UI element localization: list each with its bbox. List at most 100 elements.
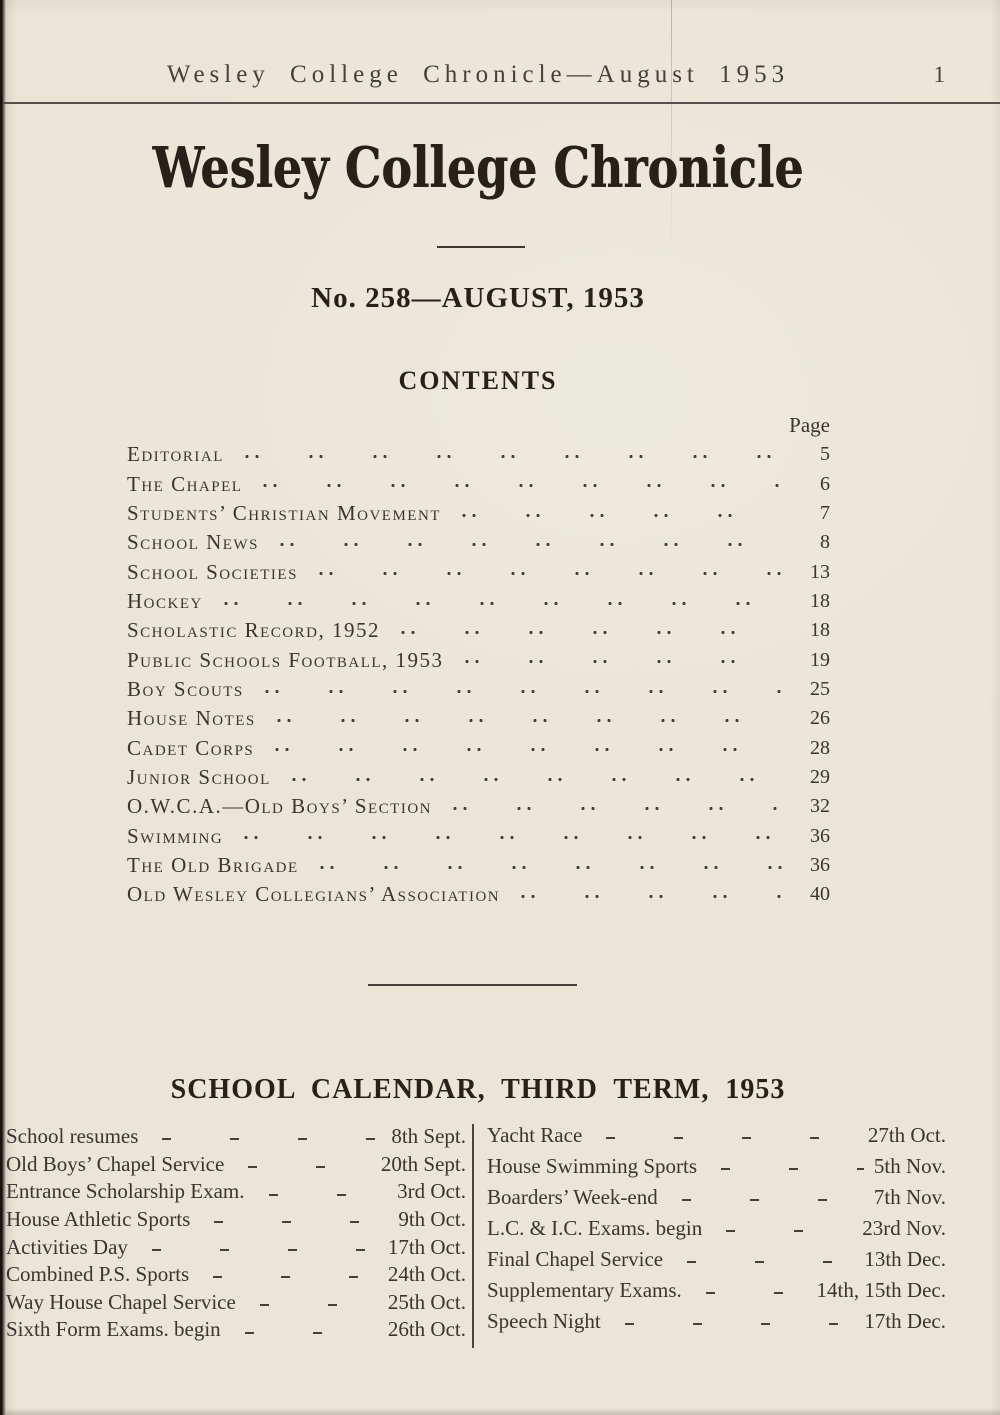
dash-leader	[707, 1151, 864, 1182]
calendar-row: Combined P.S. Sports 24th Oct.	[6, 1260, 466, 1289]
calendar-date: 7th Nov.	[873, 1185, 946, 1209]
dot-leader	[218, 586, 782, 617]
calendar-row: Way House Chapel Service 25th Oct.	[6, 1288, 466, 1317]
calendar-date: 14th, 15th Dec.	[816, 1278, 946, 1302]
calendar-event: School resumes	[6, 1124, 139, 1149]
calendar-date: 20th Sept.	[380, 1151, 466, 1176]
toc-entry-title: Junior School	[127, 764, 271, 789]
dot-leader	[459, 645, 782, 675]
dash-leader	[691, 1275, 807, 1306]
toc-entry-title: School News	[127, 530, 259, 555]
dash-leader	[148, 1123, 382, 1151]
dash-leader	[592, 1120, 858, 1151]
masthead-title: Wesley College Chronicle	[0, 126, 956, 224]
calendar-event: Old Boys’ Chapel Service	[6, 1151, 225, 1176]
calendar-column-divider	[472, 1124, 474, 1348]
page-column-label: Page	[789, 413, 830, 437]
toc-row: Scholastic Record, 1952 18	[127, 616, 830, 646]
toc-entry-title: Old Wesley Collegians’ Association	[127, 882, 501, 907]
toc-entry-title: The Chapel	[127, 471, 243, 496]
toc-entry-page: 8	[820, 531, 830, 554]
dot-leader	[239, 821, 782, 851]
calendar-event: Final Chapel Service	[487, 1247, 664, 1271]
calendar-event: House Swimming Sports	[487, 1154, 698, 1178]
calendar-event: Sixth Form Exams. begin	[6, 1317, 221, 1342]
dot-leader	[516, 880, 782, 910]
calendar-event: Activities Day	[6, 1234, 128, 1259]
toc-entry-title: Swimming	[127, 823, 224, 848]
toc-entry-page: 25	[810, 677, 830, 700]
calendar-date: 17th Oct.	[387, 1234, 466, 1259]
dot-leader	[270, 733, 782, 763]
dot-leader	[456, 498, 782, 529]
toc-entry-page: 18	[810, 619, 830, 642]
calendar-date: 27th Oct.	[867, 1123, 946, 1147]
page-number: 1	[933, 62, 946, 87]
dash-leader	[234, 1150, 371, 1179]
toc-entry-page: 28	[810, 736, 830, 759]
toc-entry-page: 13	[810, 560, 830, 583]
toc-entry-title: Editorial	[127, 442, 224, 467]
calendar-date: 9th Oct.	[398, 1207, 466, 1232]
calendar-date: 3rd Oct.	[397, 1179, 466, 1204]
page-crease	[671, 0, 672, 255]
toc-row: Junior School 29	[127, 762, 830, 793]
calendar-left-column: School resumes 8th Sept. Old Boys’ Chape…	[6, 1123, 466, 1344]
dash-leader	[137, 1233, 378, 1261]
toc-entry-page: 7	[820, 501, 830, 524]
masthead-title-text: Wesley College Chronicle	[152, 135, 804, 201]
toc-row: The Chapel 6	[127, 469, 830, 499]
calendar-event: Way House Chapel Service	[6, 1289, 236, 1314]
dot-leader	[258, 469, 782, 499]
toc-row: The Old Brigade 36	[127, 850, 830, 881]
calendar-date: 8th Sept.	[391, 1124, 466, 1149]
calendar-event: Yacht Race	[487, 1123, 583, 1147]
toc-row: Boy Scouts 25	[127, 674, 830, 705]
calendar-event: House Athletic Sports	[6, 1207, 191, 1232]
calendar-row: Activities Day 17th Oct.	[6, 1233, 466, 1261]
toc-row: Public Schools Football, 1953 19	[127, 645, 830, 675]
dot-leader	[274, 528, 782, 558]
toc-entry-page: 36	[810, 824, 830, 847]
header-rule	[0, 102, 1000, 104]
toc-row: Students’ Christian Movement 7	[127, 498, 830, 529]
toc-entry-title: School Societies	[127, 559, 298, 584]
calendar-row: Boarders’ Week-end 7th Nov.	[487, 1182, 946, 1213]
dash-leader	[673, 1244, 855, 1275]
toc-entry-page: 26	[810, 707, 830, 730]
dash-leader	[254, 1178, 388, 1206]
dot-leader	[313, 557, 782, 587]
calendar-right-column: Yacht Race 27th Oct. House Swimming Spor…	[487, 1120, 946, 1337]
calendar-date: 5th Nov.	[873, 1154, 946, 1178]
calendar-date: 24th Oct.	[387, 1262, 466, 1287]
calendar-date: 26th Oct.	[387, 1317, 466, 1342]
calendar-row: House Athletic Sports 9th Oct.	[6, 1205, 466, 1234]
calendar-row: Supplementary Exams. 14th, 15th Dec.	[487, 1275, 946, 1306]
contents-heading: CONTENTS	[398, 366, 558, 395]
toc-row: School News 8	[127, 528, 830, 558]
calendar-event: Entrance Scholarship Exam.	[6, 1179, 245, 1204]
dot-leader	[239, 440, 782, 470]
dash-leader	[610, 1306, 855, 1337]
toc-entry-title: Public Schools Football, 1953	[127, 647, 444, 672]
calendar-row: Old Boys’ Chapel Service 20th Sept.	[6, 1150, 466, 1179]
toc-row: O.W.C.A.—Old Boys’ Section 32	[127, 792, 830, 822]
dot-leader	[271, 704, 782, 734]
calendar-event: Supplementary Exams.	[487, 1278, 682, 1302]
running-header: Wesley College Chronicle—August 1953	[166, 61, 790, 88]
calendar-event: L.C. & I.C. Exams. begin	[487, 1216, 703, 1240]
dash-leader	[200, 1205, 389, 1234]
calendar-row: Yacht Race 27th Oct.	[487, 1120, 946, 1151]
toc-row: School Societies 13	[127, 557, 830, 587]
toc-entry-title: House Notes	[127, 706, 256, 731]
dash-leader	[245, 1288, 378, 1317]
calendar-row: School resumes 8th Sept.	[6, 1123, 466, 1151]
calendar-row: Sixth Form Exams. begin 26th Oct.	[6, 1316, 466, 1344]
calendar-row: L.C. & I.C. Exams. begin 23rd Nov.	[487, 1213, 946, 1244]
toc-row: Cadet Corps 28	[127, 733, 830, 763]
toc-entry-title: Cadet Corps	[127, 735, 255, 760]
calendar-row: House Swimming Sports 5th Nov.	[487, 1151, 946, 1182]
calendar-heading: SCHOOL CALENDAR, THIRD TERM, 1953	[170, 1074, 786, 1105]
toc-entry-title: Scholastic Record, 1952	[127, 618, 380, 643]
dot-leader	[448, 792, 782, 822]
